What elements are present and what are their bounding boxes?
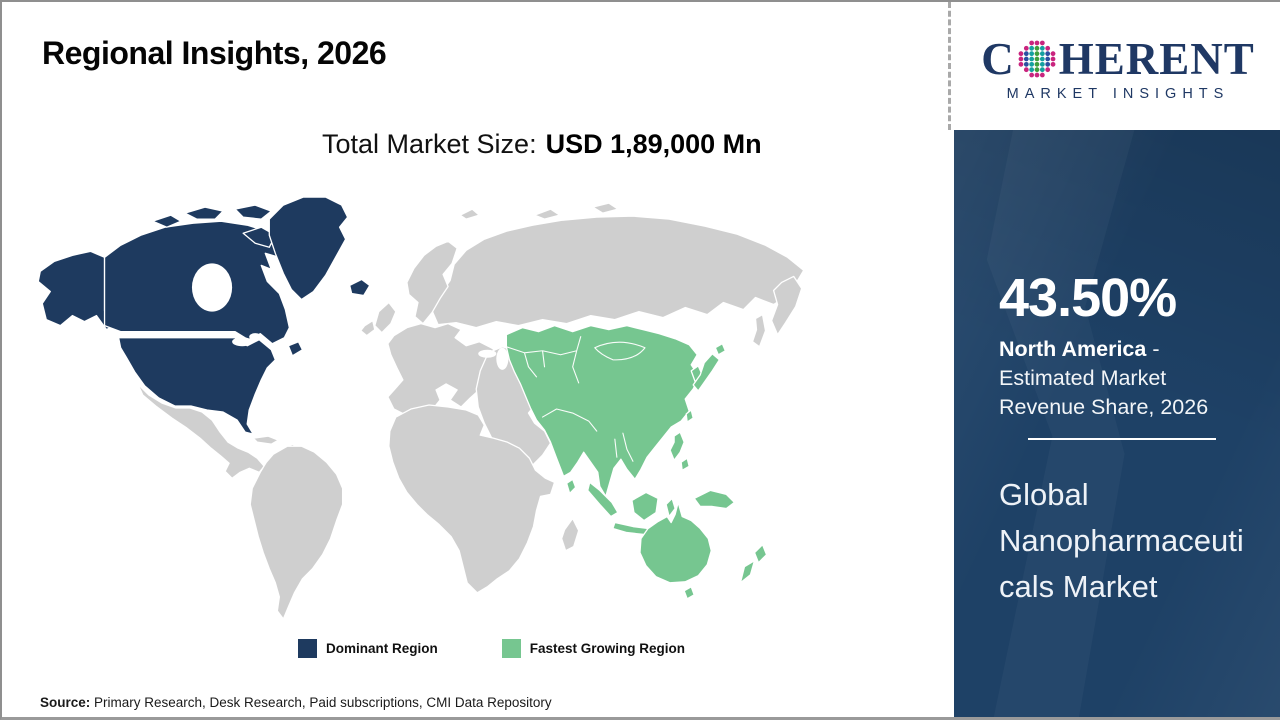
logo-subtitle: MARKET INSIGHTS xyxy=(1006,85,1230,102)
region-australia xyxy=(639,501,712,584)
region-europe xyxy=(387,322,512,416)
region-south-america xyxy=(249,445,344,620)
region-java xyxy=(612,521,650,536)
region-alaska xyxy=(37,250,116,331)
region-sulawesi xyxy=(665,497,676,518)
fastest-growing-region-label: Fastest Growing Region xyxy=(529,641,686,656)
sidebar-divider-line xyxy=(1027,438,1216,441)
region-arctic-island-2 xyxy=(592,202,619,214)
region-kamchatka xyxy=(770,275,803,336)
source-line: Source: Primary Research, Desk Research,… xyxy=(40,695,552,710)
total-market-size-label: Total Market Size: xyxy=(322,129,537,159)
legend-item-fastest: Fastest Growing Region xyxy=(501,639,686,658)
region-asia-main xyxy=(505,324,700,498)
sidebar-content: 43.50% North America - Estimated Market … xyxy=(954,130,1280,609)
region-philippines xyxy=(669,431,685,461)
market-share-description: North America - Estimated Market Revenue… xyxy=(999,335,1251,423)
region-nz-south xyxy=(739,560,756,584)
great-lakes-2 xyxy=(249,333,262,341)
globe-icon xyxy=(1016,38,1058,80)
region-dominant xyxy=(37,196,371,435)
map-water-details xyxy=(191,263,509,370)
region-japan xyxy=(692,353,720,392)
region-svalbard xyxy=(459,208,480,220)
market-share-value: 43.50% xyxy=(999,268,1177,328)
region-arctic-canada-1 xyxy=(184,206,224,220)
region-sri-lanka xyxy=(565,478,577,495)
region-madagascar xyxy=(560,517,580,552)
fastest-growing-region-swatch xyxy=(501,639,521,658)
total-market-size: Total Market Size: USD 1,89,000 Mn xyxy=(322,129,762,160)
region-sakhalin xyxy=(751,313,767,348)
market-name: Global Nanopharmaceuticals Market xyxy=(999,477,1244,604)
logo-letters-rest: HERENT xyxy=(1058,33,1255,84)
map-legend: Dominant Region Fastest Growing Region xyxy=(298,639,685,658)
region-newfoundland xyxy=(287,341,304,357)
page-title: Regional Insights, 2026 xyxy=(42,35,387,71)
region-arctic-canada-2 xyxy=(234,204,272,220)
region-iceland xyxy=(349,278,371,297)
source-label: Source: xyxy=(40,695,91,710)
hudson-bay xyxy=(191,263,233,312)
world-map-svg xyxy=(37,196,805,620)
logo-letter-c: C xyxy=(981,33,1015,84)
region-sumatra xyxy=(587,481,619,518)
region-taiwan xyxy=(685,409,694,423)
region-new-guinea xyxy=(693,489,736,510)
sidebar-panel: 43.50% North America - Estimated Market … xyxy=(954,130,1280,717)
region-tasmania xyxy=(683,586,695,600)
brand-logo: C HERENT MARKET INSIGHTS xyxy=(954,2,1280,130)
region-borneo xyxy=(631,491,659,522)
dominant-region-label: Dominant Region xyxy=(326,641,438,656)
market-share-desc-text: - Estimated Market Revenue Share, 2026 xyxy=(999,336,1209,420)
great-lakes-1 xyxy=(232,337,253,347)
asia-internal-borders xyxy=(505,336,646,462)
caspian-sea xyxy=(496,347,509,370)
region-neutral xyxy=(137,202,805,620)
region-cuba xyxy=(252,435,279,445)
logo-wordmark: C HERENT xyxy=(981,33,1255,84)
region-uk xyxy=(374,301,397,334)
region-arctic-canada-3 xyxy=(152,214,182,228)
region-usa xyxy=(117,337,276,435)
region-africa xyxy=(388,404,556,594)
market-share-region: North America xyxy=(999,336,1147,361)
region-fastest-growing xyxy=(505,324,768,600)
region-nz-north xyxy=(753,543,768,564)
region-greenland xyxy=(268,196,349,301)
region-mindanao xyxy=(680,457,690,471)
legend-item-dominant: Dominant Region xyxy=(298,639,438,658)
dominant-region-swatch xyxy=(298,639,317,658)
source-text: Primary Research, Desk Research, Paid su… xyxy=(90,695,552,710)
region-mexico-central-america xyxy=(137,383,265,479)
world-map xyxy=(30,184,822,626)
region-russia xyxy=(431,215,805,329)
region-hokkaido xyxy=(714,343,727,356)
black-sea xyxy=(478,349,497,358)
region-arctic-island-1 xyxy=(533,208,561,220)
region-scandinavia xyxy=(406,240,458,325)
dashed-divider xyxy=(948,2,951,130)
region-ireland xyxy=(360,319,376,337)
total-market-size-value: USD 1,89,000 Mn xyxy=(545,129,762,159)
